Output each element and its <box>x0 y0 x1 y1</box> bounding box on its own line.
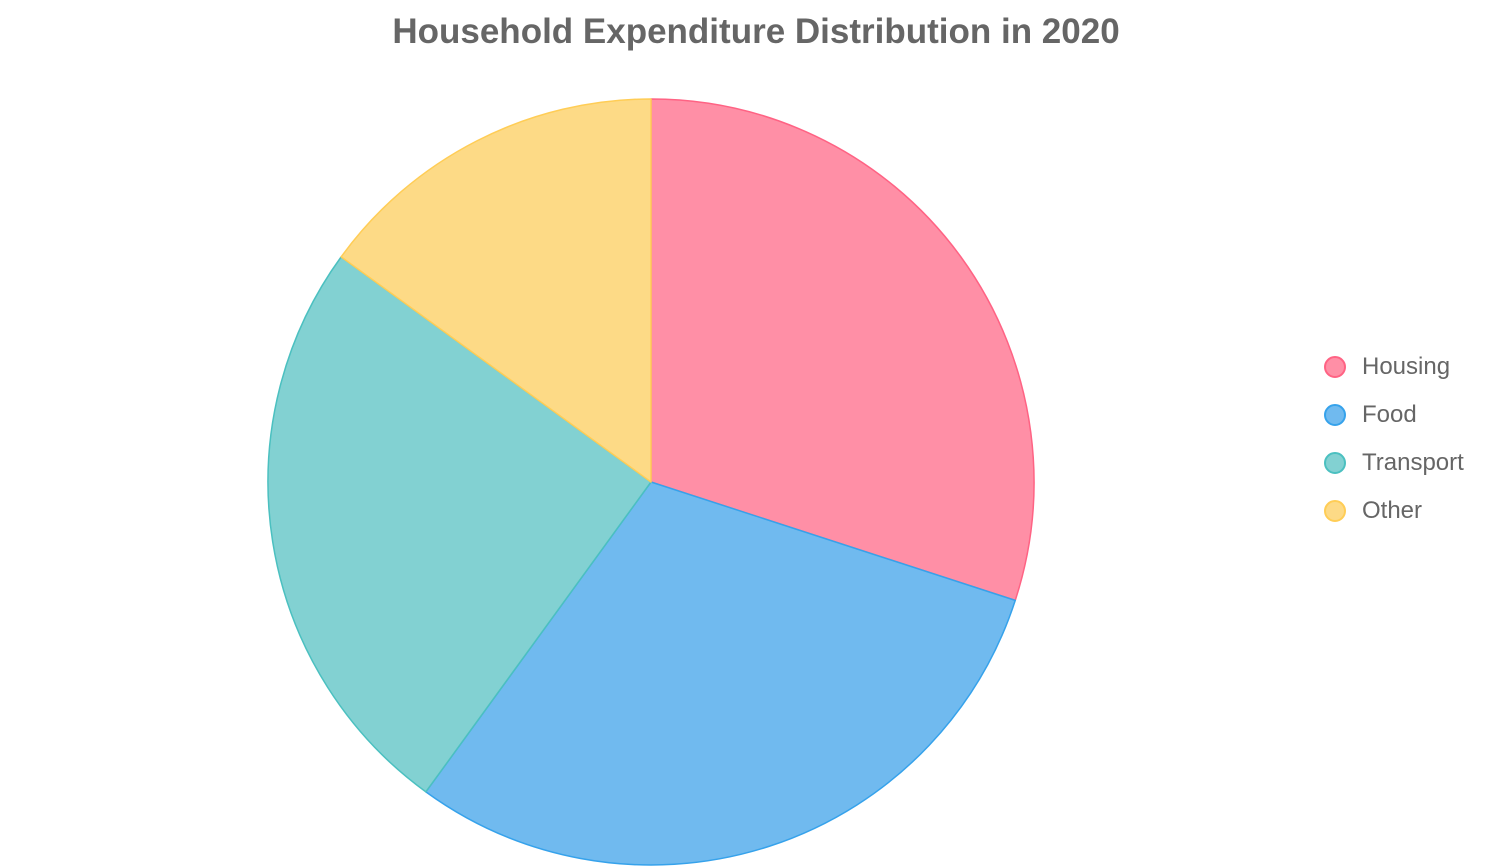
legend-item-other[interactable]: Other <box>1324 487 1464 535</box>
chart-title: Household Expenditure Distribution in 20… <box>392 12 1120 51</box>
legend-swatch <box>1324 500 1346 522</box>
pie-slice-food[interactable] <box>425 481 1016 866</box>
legend-label: Transport <box>1362 449 1464 476</box>
legend-label: Housing <box>1362 353 1451 380</box>
legend-item-food[interactable]: Food <box>1324 391 1464 439</box>
legend-item-transport[interactable]: Transport <box>1324 439 1464 487</box>
legend-item-housing[interactable]: Housing <box>1324 343 1464 391</box>
legend-swatch <box>1324 404 1346 426</box>
pie-slice-housing[interactable] <box>650 98 1035 602</box>
pie-slice-transport[interactable] <box>267 256 652 793</box>
legend-label: Other <box>1362 497 1423 524</box>
pie-slice-other[interactable] <box>340 98 652 483</box>
legend: Housing Food Transport Other <box>1324 343 1464 535</box>
legend-swatch <box>1324 452 1346 474</box>
legend-label: Food <box>1362 401 1417 428</box>
legend-swatch <box>1324 356 1346 378</box>
